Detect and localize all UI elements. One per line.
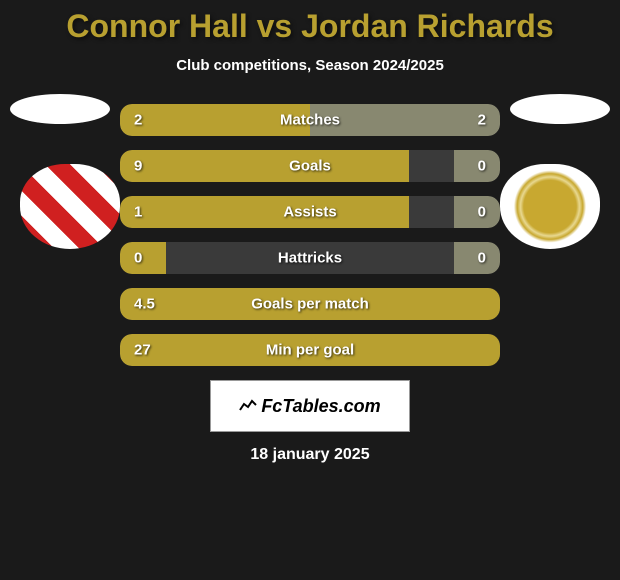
stat-label: Min per goal <box>266 342 354 359</box>
date-text: 18 january 2025 <box>0 446 620 464</box>
crest-shield-icon <box>500 164 600 249</box>
stat-row: 27 Min per goal <box>120 334 500 366</box>
logo-text: FcTables.com <box>239 396 380 417</box>
stat-row: 4.5 Goals per match <box>120 288 500 320</box>
vs-text: vs <box>257 8 293 44</box>
stat-bar-left <box>120 150 409 182</box>
stat-value-right: 0 <box>478 250 486 267</box>
stat-value-right: 0 <box>478 204 486 221</box>
stat-row: 1 0 Assists <box>120 196 500 228</box>
chart-icon <box>239 396 257 417</box>
stat-label: Goals per match <box>251 296 369 313</box>
stat-value-right: 0 <box>478 158 486 175</box>
content-area: 2 2 Matches 9 0 Goals 1 0 Assists 0 0 Hattricks 4.5 G… <box>0 104 620 464</box>
player1-photo-placeholder <box>10 94 110 124</box>
stat-value-left: 9 <box>134 158 142 175</box>
source-logo: FcTables.com <box>210 380 410 432</box>
comparison-title: Connor Hall vs Jordan Richards <box>0 0 620 45</box>
player1-name: Connor Hall <box>66 8 247 44</box>
stat-value-left: 4.5 <box>134 296 155 313</box>
stat-label: Goals <box>289 158 331 175</box>
stat-label: Hattricks <box>278 250 342 267</box>
stat-label: Matches <box>280 112 340 129</box>
stat-value-left: 2 <box>134 112 142 129</box>
stat-value-left: 1 <box>134 204 142 221</box>
player2-name: Jordan Richards <box>301 8 554 44</box>
stat-value-left: 0 <box>134 250 142 267</box>
player2-photo-placeholder <box>510 94 610 124</box>
stat-value-left: 27 <box>134 342 151 359</box>
stat-label: Assists <box>283 204 336 221</box>
stat-bar-left <box>120 242 166 274</box>
player1-club-crest <box>20 164 120 249</box>
stat-value-right: 2 <box>478 112 486 129</box>
stat-bar-left <box>120 196 409 228</box>
crest-shield-icon <box>20 164 120 249</box>
stat-row: 2 2 Matches <box>120 104 500 136</box>
logo-label: FcTables.com <box>261 396 380 416</box>
stat-row: 0 0 Hattricks <box>120 242 500 274</box>
subtitle: Club competitions, Season 2024/2025 <box>0 57 620 74</box>
player2-club-crest <box>500 164 600 249</box>
stat-row: 9 0 Goals <box>120 150 500 182</box>
stats-bars-container: 2 2 Matches 9 0 Goals 1 0 Assists 0 0 Hattricks 4.5 G… <box>120 104 500 366</box>
